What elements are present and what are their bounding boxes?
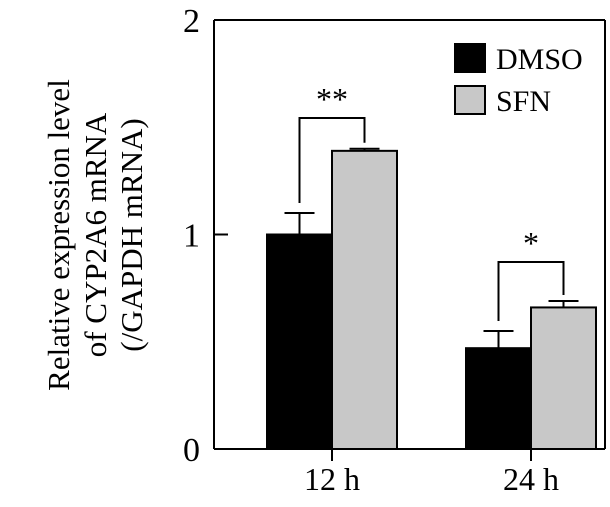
bars xyxy=(266,149,597,450)
x-category-label: 12 h xyxy=(304,461,360,497)
legend: DMSO SFN xyxy=(454,43,583,118)
bar-sfn-0 xyxy=(331,149,398,450)
bar-dmso-1 xyxy=(465,347,532,450)
legend-swatch-sfn xyxy=(454,85,486,115)
legend-label-sfn: SFN xyxy=(496,85,551,118)
significance-marker-1: * xyxy=(523,225,539,261)
y-tick-label: 2 xyxy=(183,3,200,40)
y-tick-label: 0 xyxy=(183,432,200,469)
significance-brackets: *** xyxy=(298,81,565,322)
y-axis-label: Relative expression level of CYP2A6 mRNA… xyxy=(41,79,149,391)
y-axis-label-line-2: of CYP2A6 mRNA xyxy=(78,112,113,357)
legend-label-dmso: DMSO xyxy=(496,43,583,76)
significance-bracket-1 xyxy=(497,261,565,322)
significance-bracket-0 xyxy=(298,117,366,204)
bar-sfn-1 xyxy=(530,306,597,450)
x-category-label: 24 h xyxy=(503,461,559,497)
error-bars xyxy=(284,147,579,349)
category-labels: 12 h 24 h xyxy=(304,449,559,497)
y-ticks: 0 1 2 xyxy=(183,3,228,469)
y-axis-label-line-3: (/GAPDH mRNA) xyxy=(114,118,149,351)
significance-marker-0: ** xyxy=(316,81,348,117)
y-tick-label: 1 xyxy=(183,218,200,255)
legend-swatch-dmso xyxy=(454,43,486,73)
y-axis-label-line-1: Relative expression level xyxy=(41,79,76,391)
bar-dmso-0 xyxy=(266,233,333,450)
